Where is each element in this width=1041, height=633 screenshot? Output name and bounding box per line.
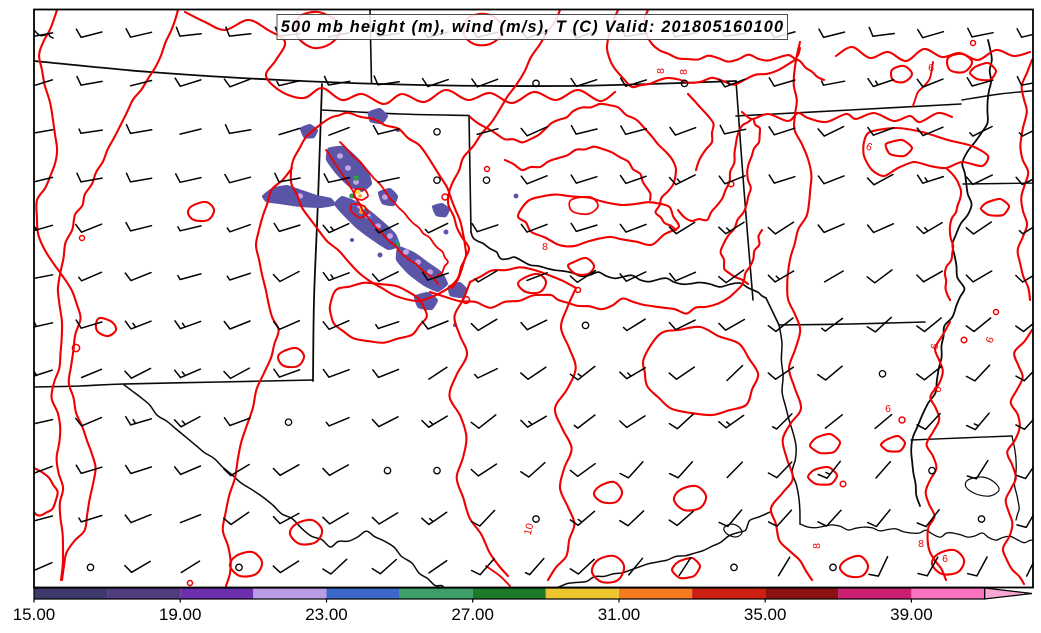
svg-text:39.00: 39.00 [890, 605, 933, 624]
svg-text:19.00: 19.00 [159, 605, 202, 624]
svg-text:6: 6 [932, 385, 945, 393]
svg-text:27.00: 27.00 [451, 605, 494, 624]
svg-text:6: 6 [984, 335, 997, 345]
svg-text:8: 8 [678, 69, 690, 75]
svg-text:6: 6 [885, 403, 891, 415]
svg-text:6: 6 [928, 62, 934, 74]
svg-text:15.00: 15.00 [13, 605, 56, 624]
svg-text:6: 6 [942, 553, 948, 565]
svg-text:500 mb height (m), wind (m/s),: 500 mb height (m), wind (m/s), T (C) Val… [281, 18, 785, 36]
svg-text:23.00: 23.00 [305, 605, 348, 624]
svg-text:6: 6 [864, 141, 874, 154]
svg-text:35.00: 35.00 [744, 605, 787, 624]
svg-text:6: 6 [929, 342, 942, 350]
svg-text:8: 8 [542, 241, 548, 253]
svg-text:8: 8 [655, 68, 667, 74]
svg-text:8: 8 [918, 538, 924, 550]
svg-text:10: 10 [522, 522, 537, 537]
svg-text:8: 8 [811, 543, 823, 549]
svg-text:31.00: 31.00 [598, 605, 641, 624]
